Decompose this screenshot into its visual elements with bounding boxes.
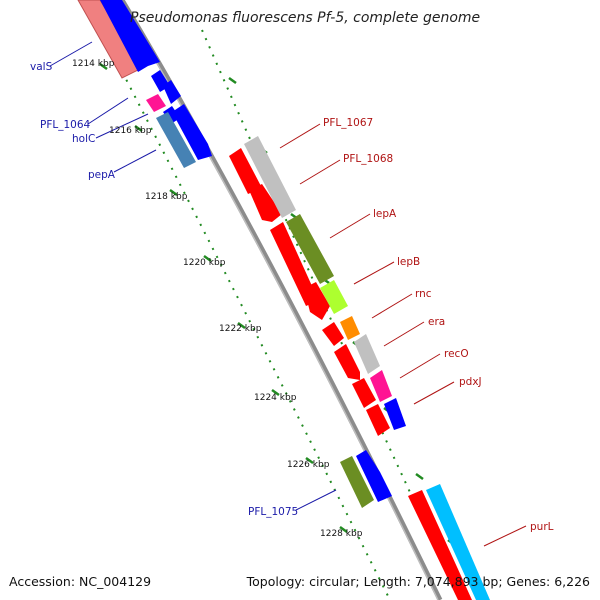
gene-label-holc[interactable]: holC xyxy=(72,133,95,145)
gene-label-purl[interactable]: purL xyxy=(530,521,554,533)
accession-text: Accession: NC_004129 xyxy=(9,574,151,589)
gene-label-era[interactable]: era xyxy=(428,316,445,328)
gene-blue-pepa-adj[interactable] xyxy=(172,104,212,160)
tick-label: 1226 kbp xyxy=(287,460,330,470)
gene-label-vals[interactable]: valS xyxy=(30,61,53,73)
gene-pfl-1075[interactable] xyxy=(340,456,374,508)
gene-red-5[interactable] xyxy=(322,322,344,346)
genome-backbone xyxy=(119,0,443,600)
gene-reco[interactable] xyxy=(370,370,392,402)
gene-pfl-1067[interactable] xyxy=(244,136,296,218)
left-gene-labels: valS PFL_1064 holC pepA PFL_1075 xyxy=(30,61,298,518)
gene-red-4[interactable] xyxy=(304,282,330,320)
gene-label-pfl-1068[interactable]: PFL_1068 xyxy=(343,153,393,165)
tick-label: 1228 kbp xyxy=(320,529,363,539)
gene-label-reco[interactable]: recO xyxy=(444,348,469,360)
gene-label-pfl-1064[interactable]: PFL_1064 xyxy=(40,119,91,131)
gene-blue-top[interactable] xyxy=(100,0,160,72)
right-strand-genes xyxy=(229,136,490,600)
gene-label-lepa[interactable]: lepA xyxy=(373,208,397,220)
genome-summary-text: Topology: circular; Length: 7,074,893 bp… xyxy=(246,574,590,589)
gene-era[interactable] xyxy=(354,334,380,374)
gene-purl-cyan[interactable] xyxy=(426,484,490,600)
tick-label: 1216 kbp xyxy=(109,126,152,136)
gene-pfl-1064[interactable] xyxy=(146,94,166,112)
gene-label-pfl-1075[interactable]: PFL_1075 xyxy=(248,506,298,518)
gene-rnc[interactable] xyxy=(340,316,360,340)
leader-lines-right xyxy=(279,123,527,547)
gene-pfl-1068[interactable] xyxy=(286,214,334,284)
gene-red-1[interactable] xyxy=(229,148,262,194)
gene-purl-red[interactable] xyxy=(408,490,472,600)
gene-label-rnc[interactable]: rnc xyxy=(415,288,432,300)
map-title: Pseudomonas fluorescens Pf-5, complete g… xyxy=(130,10,480,26)
gene-blue-1075[interactable] xyxy=(356,450,392,502)
leader-lines-left xyxy=(49,41,337,511)
gene-pdxj[interactable] xyxy=(384,398,406,430)
tick-labels: 1214 kbp 1216 kbp 1218 kbp 1220 kbp 1222… xyxy=(72,59,363,539)
gene-red-6[interactable] xyxy=(334,344,360,380)
gene-label-pdxj[interactable]: pdxJ xyxy=(459,376,482,388)
gene-red-7[interactable] xyxy=(352,378,376,408)
tick-label: 1220 kbp xyxy=(183,258,226,268)
tick-label: 1224 kbp xyxy=(254,393,297,403)
gene-holc[interactable] xyxy=(163,106,180,124)
gene-red-2[interactable] xyxy=(249,184,282,222)
gene-red-8[interactable] xyxy=(366,404,390,436)
tick-label: 1214 kbp xyxy=(72,59,115,69)
gene-blue-small-2[interactable] xyxy=(151,70,170,92)
gene-label-lepb[interactable]: lepB xyxy=(397,256,420,268)
gene-pepa[interactable] xyxy=(156,112,196,168)
left-strand-genes xyxy=(77,0,392,508)
tick-label: 1222 kbp xyxy=(219,324,262,334)
right-gene-labels: PFL_1067 PFL_1068 lepA lepB rnc era recO… xyxy=(323,117,554,533)
gene-red-3[interactable] xyxy=(270,222,320,306)
gene-label-pepa[interactable]: pepA xyxy=(88,169,116,181)
gene-label-pfl-1067[interactable]: PFL_1067 xyxy=(323,117,373,129)
tick-label: 1218 kbp xyxy=(145,192,188,202)
gene-lepa[interactable] xyxy=(320,280,348,314)
